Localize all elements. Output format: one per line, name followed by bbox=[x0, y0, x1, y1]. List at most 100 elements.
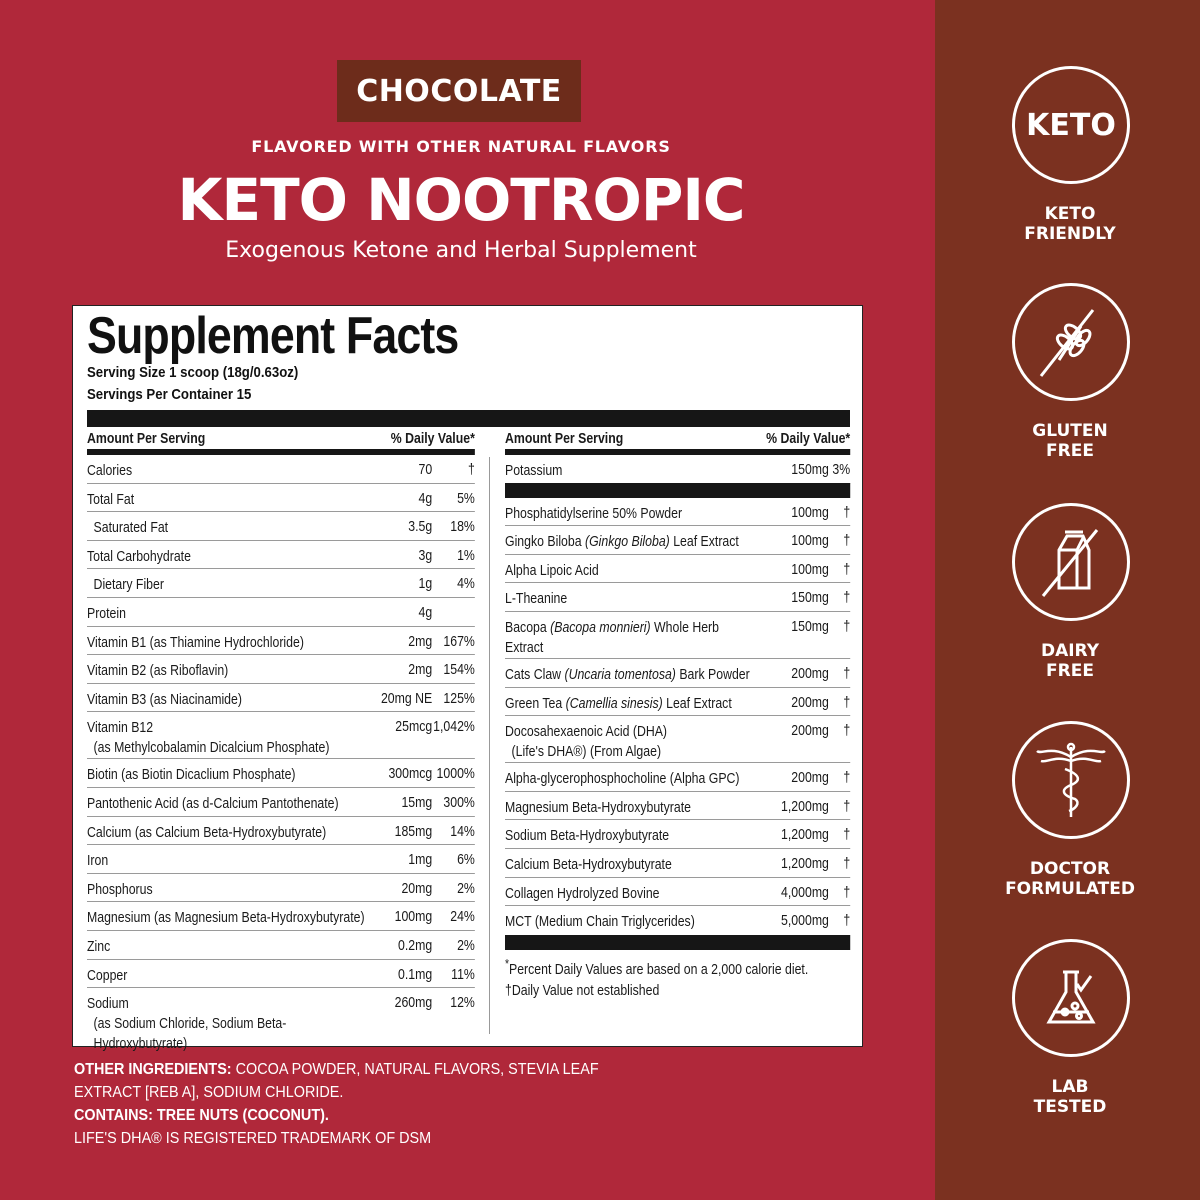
table-row: Zinc 0.2mg 2% bbox=[87, 931, 475, 960]
column-header: Amount Per Serving % Daily Value* bbox=[87, 427, 475, 455]
table-row: Green Tea (Camellia sinesis) Leaf Extrac… bbox=[505, 688, 851, 717]
dv-text: † bbox=[843, 532, 851, 550]
table-row: Potassium 150mg 3% bbox=[505, 455, 851, 484]
nutrient-name: Potassium bbox=[505, 461, 753, 481]
amount: 150mg bbox=[753, 461, 829, 478]
badge-label-line1: LAB bbox=[1051, 1077, 1089, 1097]
caduceus-icon bbox=[1012, 721, 1130, 839]
amount-text: 200mg bbox=[791, 769, 829, 787]
daily-value: 154% bbox=[432, 661, 475, 679]
amount-text: 100mg bbox=[791, 560, 829, 578]
nutrient-name: MCT (Medium Chain Triglycerides) bbox=[505, 912, 753, 932]
name-detail: (as Methylcobalamin Dicalcium Phosphate) bbox=[93, 739, 330, 757]
amount: 100mg bbox=[373, 908, 433, 925]
dv-text: † bbox=[843, 883, 851, 901]
lab-flask-icon bbox=[1012, 939, 1130, 1057]
amount: 0.2mg bbox=[373, 937, 432, 954]
amount: 100mg bbox=[753, 532, 829, 549]
amount: 185mg bbox=[373, 823, 433, 840]
badge-label-line1: GLUTEN bbox=[1032, 421, 1108, 441]
table-row: Dietary Fiber 1g 4% bbox=[87, 569, 475, 598]
daily-value: † bbox=[829, 532, 850, 549]
right-column: Amount Per Serving % Daily Value* Potassi… bbox=[505, 427, 851, 1001]
nutrient-name: Sodium (as Sodium Chloride, Sodium Beta-H… bbox=[87, 994, 373, 1054]
table-row: Phosphatidylserine 50% Powder 100mg † bbox=[505, 498, 851, 527]
column-divider bbox=[489, 457, 490, 1034]
serving-size: Serving Size 1 scoop (18g/0.63oz) bbox=[87, 364, 299, 381]
amount-text: 1g bbox=[418, 575, 433, 593]
name-text: Sodium Beta-Hydroxybutyrate bbox=[505, 827, 670, 845]
table-row: Calories 70 † bbox=[87, 455, 475, 484]
table-row: Cats Claw (Uncaria tomentosa) Bark Powde… bbox=[505, 659, 851, 688]
amount-text: 25mcg bbox=[395, 718, 433, 736]
header-dv: % Daily Value* bbox=[766, 429, 851, 447]
badge-label-line1: DOCTOR bbox=[1029, 859, 1111, 879]
table-row: Vitamin B12 (as Methylcobalamin Dicalcium… bbox=[87, 712, 475, 760]
nutrient-name: L-Theanine bbox=[505, 589, 753, 609]
amount-text: 5,000mg bbox=[781, 912, 829, 930]
amount: 200mg bbox=[753, 665, 829, 682]
table-row: Docosahexaenoic Acid (DHA) (Life's DHA®) … bbox=[505, 716, 851, 764]
table-row: Gingko Biloba (Ginkgo Biloba) Leaf Extra… bbox=[505, 526, 851, 555]
flavored-note: FLAVORED WITH OTHER NATURAL FLAVORS bbox=[251, 137, 671, 156]
amount-text: 4g bbox=[418, 603, 433, 621]
daily-value: † bbox=[829, 722, 850, 739]
name-text: Bacopa bbox=[505, 618, 551, 636]
header-amount: Amount Per Serving bbox=[87, 429, 206, 447]
amount: 2mg bbox=[373, 633, 432, 650]
table-row: Bacopa (Bacopa monnieri) Whole Herb Extr… bbox=[505, 612, 851, 659]
dv-text: 154% bbox=[443, 661, 475, 679]
name-text: Gingko Biloba bbox=[505, 533, 586, 551]
amount-text: 4g bbox=[418, 489, 433, 507]
daily-value: † bbox=[829, 855, 850, 872]
badge-label: LAB TESTED bbox=[935, 1077, 1200, 1117]
name-text: Calcium Beta-Hydroxybutyrate bbox=[505, 855, 672, 873]
nutrient-name: Biotin (as Biotin Dicaclium Phosphate) bbox=[87, 765, 373, 785]
dv-text: 300% bbox=[443, 793, 475, 811]
amount: 0.1mg bbox=[373, 966, 432, 983]
product-title: KETO NOOTROPIC bbox=[177, 166, 746, 234]
footnote-dagger: Daily Value not established bbox=[511, 981, 660, 999]
servings-per-container: Servings Per Container 15 bbox=[87, 386, 252, 403]
table-row: Sodium (as Sodium Chloride, Sodium Beta-H… bbox=[87, 988, 475, 1054]
trademark-note: LIFE'S DHA® IS REGISTERED TRADEMARK OF D… bbox=[74, 1130, 432, 1147]
keto-icon: KETO bbox=[1012, 66, 1130, 184]
amount-text: 150mg bbox=[791, 461, 829, 478]
dv-text: 11% bbox=[451, 965, 475, 983]
badge-label-line2: FREE bbox=[1046, 441, 1094, 461]
other-ingredients: OTHER INGREDIENTS: COCOA POWDER, NATURAL… bbox=[74, 1058, 650, 1150]
dv-text: 18% bbox=[450, 518, 475, 536]
amount: 2mg bbox=[373, 661, 432, 678]
amount: 1,200mg bbox=[753, 854, 829, 872]
nutrient-name: Cats Claw (Uncaria tomentosa) Bark Powde… bbox=[505, 665, 753, 685]
name-text: Alpha Lipoic Acid bbox=[505, 561, 599, 579]
latin-name: (Uncaria tomentosa) bbox=[564, 665, 676, 683]
keto-icon-text: KETO bbox=[1026, 107, 1116, 143]
amount-text: 4,000mg bbox=[781, 883, 829, 901]
amount-text: 150mg bbox=[791, 617, 829, 635]
amount: 300mcg bbox=[373, 765, 432, 782]
nutrient-name: Saturated Fat bbox=[87, 518, 373, 538]
nutrient-name: Iron bbox=[87, 851, 373, 871]
daily-value: † bbox=[829, 912, 850, 929]
name-text: Pantothenic Acid (as d-Calcium Pantothen… bbox=[87, 794, 339, 812]
name-text: Docosahexaenoic Acid (DHA) bbox=[505, 723, 668, 741]
daily-value: 1% bbox=[432, 547, 475, 564]
nutrient-name: Green Tea (Camellia sinesis) Leaf Extrac… bbox=[505, 694, 753, 714]
daily-value: 4% bbox=[432, 575, 475, 592]
daily-value: † bbox=[829, 769, 850, 786]
dv-text: 6% bbox=[457, 851, 475, 869]
table-row: Alpha-glycerophosphocholine (Alpha GPC) 2… bbox=[505, 763, 851, 792]
facts-title: Supplement Facts bbox=[87, 307, 459, 365]
dv-text: † bbox=[843, 769, 851, 787]
amount-text: 260mg bbox=[394, 994, 433, 1012]
dv-text: 24% bbox=[450, 908, 475, 926]
divider-bar bbox=[505, 482, 851, 498]
name-text: Collagen Hydrolyzed Bovine bbox=[505, 884, 660, 902]
table-row: Total Fat 4g 5% bbox=[87, 484, 475, 513]
nutrient-name: Phosphorus bbox=[87, 880, 373, 900]
daily-value: 1000% bbox=[432, 765, 475, 782]
dv-text: † bbox=[843, 617, 851, 635]
name-suffix: Leaf Extract bbox=[669, 533, 739, 551]
amount-text: 1,200mg bbox=[781, 854, 829, 872]
